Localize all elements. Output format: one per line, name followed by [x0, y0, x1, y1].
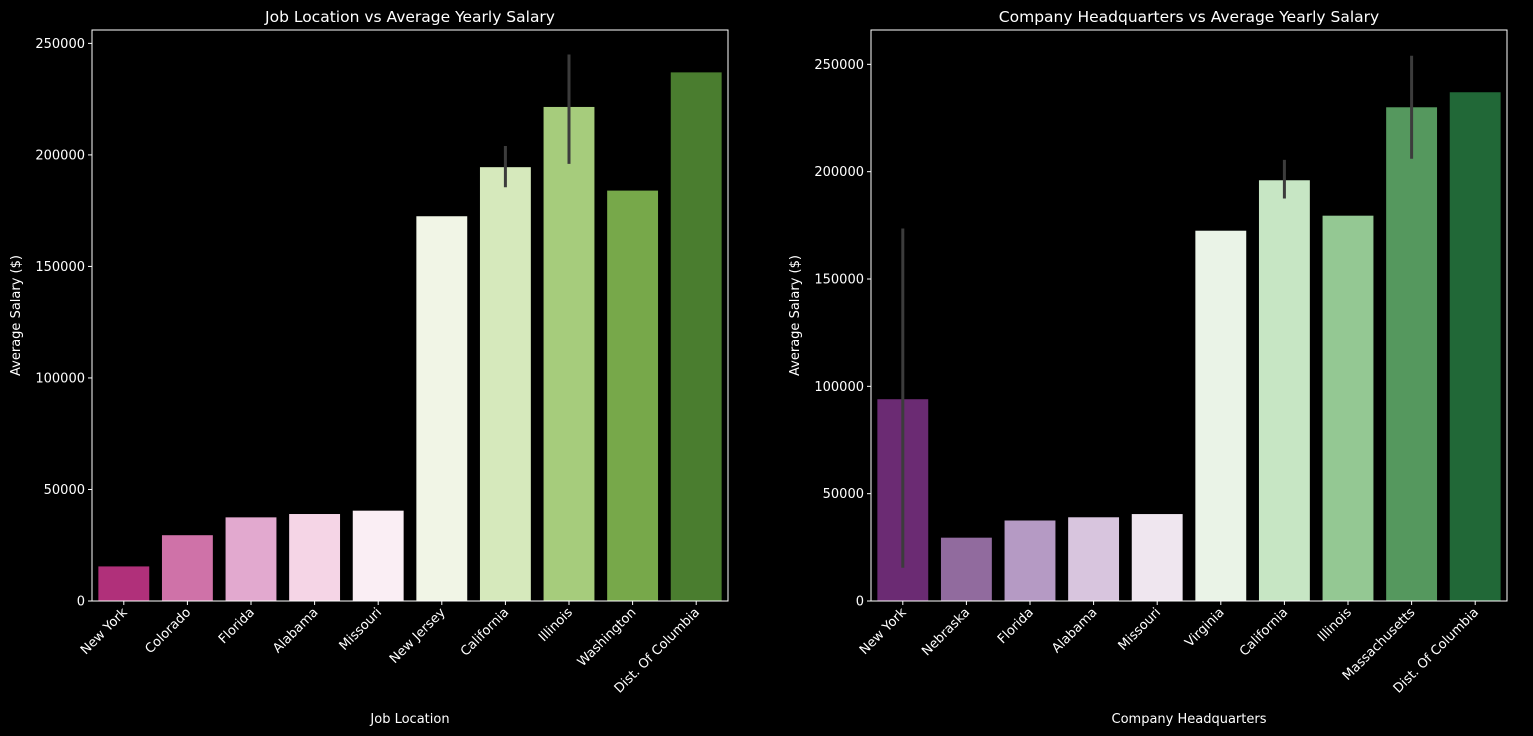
bar-nebraska	[940, 537, 992, 601]
bar-florida	[225, 517, 277, 601]
y-tick-label: 50000	[823, 487, 864, 502]
bar-washington	[607, 190, 659, 601]
axes-frame	[91, 29, 729, 602]
bar-california	[1258, 180, 1310, 601]
y-axis-label: Average Salary ($)	[788, 255, 803, 376]
axes-frame	[870, 29, 1508, 602]
x-axis-label: Company Headquarters	[1112, 712, 1267, 727]
chart-title: Job Location vs Average Yearly Salary	[264, 8, 555, 26]
bar-massachusetts	[1386, 107, 1438, 601]
bar-alabama	[1068, 517, 1120, 601]
bar-new-jersey	[416, 216, 468, 601]
y-tick-label: 0	[77, 595, 85, 610]
bar-dist-of-columbia	[670, 72, 722, 601]
bar-alabama	[289, 514, 341, 601]
y-tick-label: 50000	[44, 483, 85, 498]
bar-new-york	[98, 566, 150, 601]
bar-illinois	[1322, 215, 1374, 602]
y-tick-label: 250000	[814, 58, 864, 73]
y-tick-label: 100000	[814, 380, 864, 395]
y-tick-label: 150000	[814, 273, 864, 288]
bar-california	[479, 167, 531, 601]
y-tick-label: 0	[856, 595, 864, 610]
bar-dist-of-columbia	[1449, 92, 1501, 601]
y-axis-label: Average Salary ($)	[9, 255, 24, 376]
y-tick-label: 200000	[814, 165, 864, 180]
bar-missouri	[1131, 514, 1183, 601]
y-tick-label: 150000	[35, 260, 85, 275]
bar-florida	[1004, 520, 1056, 601]
bar-colorado	[161, 535, 213, 601]
bar-missouri	[352, 510, 404, 601]
y-tick-label: 200000	[35, 148, 85, 163]
chart-title: Company Headquarters vs Average Yearly S…	[999, 8, 1379, 26]
x-axis-label: Job Location	[369, 712, 449, 727]
y-tick-label: 100000	[35, 371, 85, 386]
bar-illinois	[543, 106, 595, 601]
bar-virginia	[1195, 230, 1247, 601]
y-tick-label: 250000	[35, 37, 85, 52]
